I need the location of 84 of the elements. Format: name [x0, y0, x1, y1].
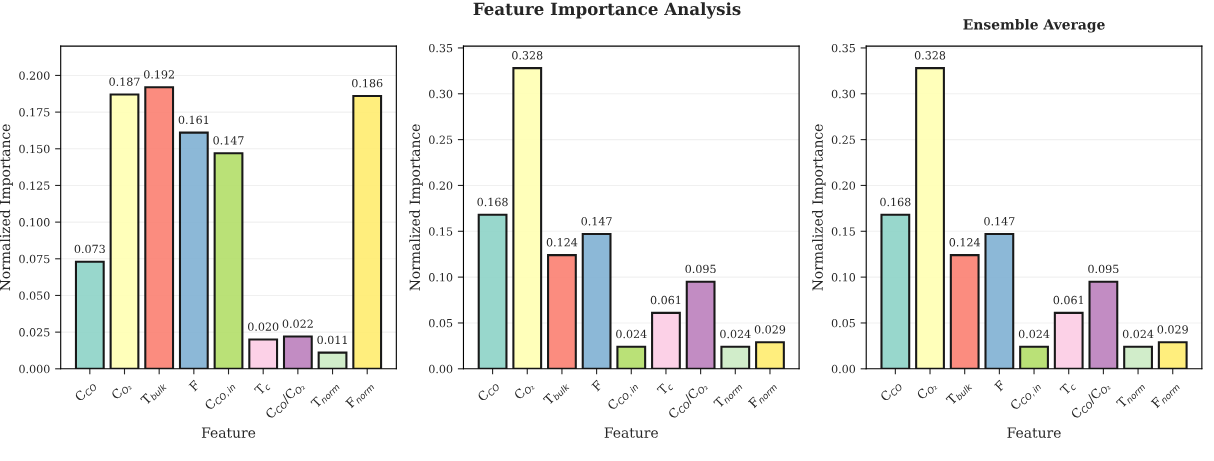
data-label: 0.061 [650, 295, 681, 305]
data-label: 0.168 [880, 197, 911, 207]
x-tick-label: F [994, 379, 1006, 392]
y-tick-label: 0.20 [429, 181, 453, 190]
x-axis-title: Feature [201, 427, 256, 438]
x-tick-label: T$_{c}$ [1059, 379, 1077, 398]
y-tick-label: 0.35 [429, 43, 453, 53]
y-tick-label: 0.10 [831, 273, 856, 282]
data-label: 0.147 [213, 136, 244, 145]
chart-title: Ensemble Average [963, 18, 1105, 33]
y-axis-title: Normalized Importance [409, 124, 423, 291]
y-tick-label: 0.050 [19, 291, 50, 300]
data-label: 0.147 [984, 217, 1015, 226]
y-tick-label: 0.150 [19, 144, 50, 154]
x-tick-label: T$_{bulk}$ [945, 379, 973, 407]
x-tick-label: T$_{norm}$ [713, 380, 743, 410]
x-tick-label: T$_{bulk}$ [140, 379, 168, 407]
data-label: 0.095 [685, 264, 716, 274]
data-label: 0.187 [109, 77, 140, 86]
y-tick-label: 0.05 [831, 318, 855, 328]
y-tick-label: 0.100 [19, 218, 50, 227]
data-label: 0.024 [720, 329, 751, 339]
data-label: 0.061 [1053, 295, 1084, 305]
data-label: 0.011 [317, 335, 347, 345]
data-label: 0.024 [1122, 329, 1154, 339]
data-label: 0.186 [352, 78, 383, 88]
x-tick-label: T$_{norm}$ [1115, 380, 1146, 410]
y-tick-label: 0.25 [429, 135, 453, 144]
x-tick-label: T$_{bulk}$ [542, 379, 571, 407]
x-tick-label: F [591, 379, 603, 392]
y-tick-label: 0.200 [19, 71, 50, 80]
y-tick-label: 0.05 [429, 318, 453, 328]
data-label: 0.328 [512, 51, 543, 60]
data-label: 0.124 [949, 238, 981, 247]
y-tick-label: 0.125 [19, 181, 50, 190]
y-tick-label: 0.00 [429, 364, 453, 374]
data-label: 0.147 [581, 217, 612, 226]
y-tick-label: 0.30 [429, 89, 453, 99]
data-label: 0.095 [1088, 264, 1119, 274]
y-tick-label: 0.25 [831, 135, 855, 144]
x-tick-label: C$_{CO}$ [879, 379, 903, 404]
y-tick-label: 0.10 [429, 273, 453, 282]
x-tick-label: T$_{c}$ [253, 379, 272, 398]
y-tick-label: 0.175 [19, 108, 50, 117]
data-label: 0.168 [477, 197, 508, 207]
y-tick-label: 0.35 [831, 43, 855, 53]
x-axis-title: Feature [604, 427, 658, 438]
y-tick-label: 0.075 [19, 254, 50, 264]
x-axis-title: Feature [1007, 427, 1061, 438]
y-tick-label: 0.30 [831, 89, 856, 99]
text: Feature Importance Analysis [473, 2, 741, 19]
y-tick-label: 0.20 [831, 181, 856, 190]
x-tick-label: T$_{norm}$ [310, 380, 341, 410]
data-label: 0.029 [1157, 325, 1188, 334]
data-label: 0.073 [74, 244, 105, 254]
y-tick-label: 0.15 [429, 227, 453, 236]
x-tick-label: T$_{c}$ [656, 379, 674, 398]
data-label: 0.124 [546, 238, 578, 247]
y-tick-label: 0.00 [831, 364, 856, 374]
data-label: 0.161 [178, 115, 209, 125]
x-tick-label: C$_{CO,in}$ [606, 379, 640, 413]
x-tick-label: C$_{CO,in}$ [203, 379, 237, 413]
y-axis-title: Normalized Importance [812, 124, 826, 291]
x-tick-label: F$_{norm}$ [1150, 380, 1181, 410]
x-tick-label: F [188, 379, 201, 392]
x-tick-label: F$_{norm}$ [747, 380, 778, 410]
y-axis-title: Normalized Importance [0, 124, 13, 291]
data-label: 0.192 [144, 70, 174, 79]
data-label: 0.020 [248, 322, 279, 331]
x-tick-label: C$_{CO}$ [74, 379, 98, 404]
data-label: 0.024 [1018, 329, 1050, 339]
data-label: 0.024 [616, 329, 647, 339]
data-label: 0.328 [914, 51, 946, 60]
x-tick-label: C$_{O₂}$ [513, 379, 535, 402]
x-tick-label: C$_{CO}$ [476, 379, 501, 404]
x-tick-label: C$_{O₂}$ [110, 379, 132, 402]
data-label: 0.022 [282, 319, 313, 328]
x-tick-label: F$_{norm}$ [345, 380, 375, 410]
y-tick-label: 0.000 [19, 364, 50, 374]
x-tick-label: C$_{O₂}$ [916, 379, 938, 402]
x-tick-label: C$_{CO,in}$ [1009, 379, 1043, 413]
y-tick-label: 0.15 [831, 227, 855, 236]
data-label: 0.029 [754, 325, 786, 334]
y-tick-label: 0.025 [19, 328, 50, 337]
